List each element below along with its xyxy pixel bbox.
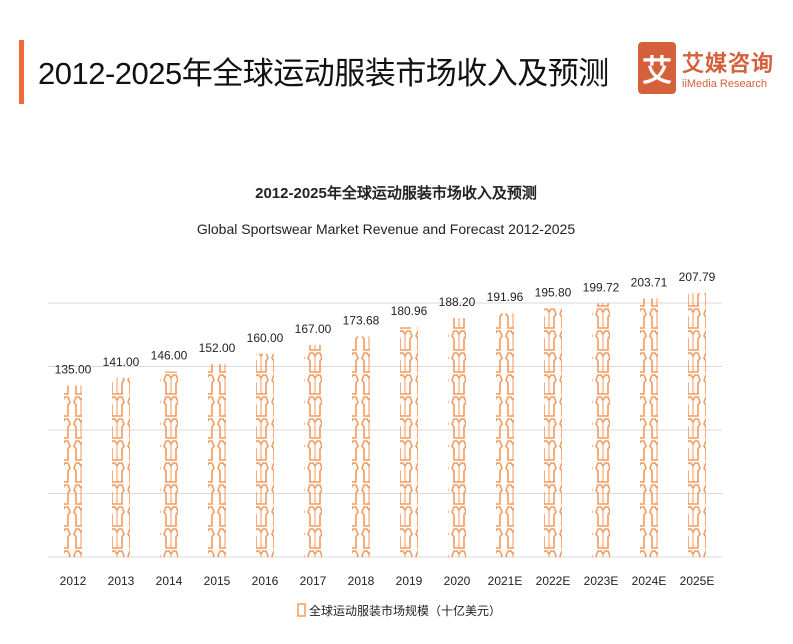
bar-2018 [352,336,370,557]
bar-2017 [304,344,322,557]
iimedia-logo: 艾 艾媒咨询 iiMedia Research [638,42,774,94]
data-label: 167.00 [295,322,332,336]
data-label: 207.79 [679,270,716,284]
data-label: 146.00 [151,349,188,363]
x-tick-label: 2019 [396,574,423,588]
data-label: 191.96 [487,290,524,304]
logo-mark: 艾 [638,42,676,94]
x-tick-label: 2017 [300,574,327,588]
x-tick-label: 2012 [60,574,87,588]
bar-2025E [688,293,706,557]
bar-2024E [640,298,658,557]
title-accent-bar [19,40,24,104]
bar-2014 [160,371,178,557]
data-label: 203.71 [631,275,668,289]
x-tick-label: 2023E [584,574,619,588]
x-tick-label: 2021E [488,574,523,588]
x-tick-label: 2014 [156,574,183,588]
bar-2015 [208,363,226,557]
legend-swatch [297,603,306,617]
bar-2023E [592,303,610,557]
bar-2019 [400,327,418,557]
page-title: 2012-2025年全球运动服装市场收入及预测 [38,56,609,91]
bar-2013 [112,377,130,557]
chart-subtitle: Global Sportswear Market Revenue and For… [197,221,575,237]
legend-label: 全球运动服装市场规模（十亿美元） [309,603,501,618]
data-label: 199.72 [583,280,620,294]
bar-2012 [64,385,82,557]
data-label: 141.00 [103,355,140,369]
logo-en: iiMedia Research [682,78,767,90]
x-tick-label: 2025E [680,574,715,588]
x-tick-label: 2020 [444,574,471,588]
data-label: 180.96 [391,304,428,318]
data-label: 195.80 [535,285,572,299]
chart-title: 2012-2025年全球运动服装市场收入及预测 [255,184,537,202]
x-tick-label: 2018 [348,574,375,588]
data-label: 160.00 [247,331,284,345]
logo-cn: 艾媒咨询 [682,51,775,76]
data-label: 188.20 [439,295,476,309]
data-label: 173.68 [343,313,380,327]
bar-2016 [256,353,274,557]
data-label: 152.00 [199,341,236,355]
data-label: 135.00 [55,363,92,377]
x-tick-label: 2016 [252,574,279,588]
bar-2020 [448,317,466,557]
x-tick-label: 2013 [108,574,135,588]
x-tick-label: 2022E [536,574,571,588]
bar-2021E [496,313,514,557]
bar-2022E [544,308,562,557]
x-tick-label: 2024E [632,574,667,588]
x-tick-label: 2015 [204,574,231,588]
